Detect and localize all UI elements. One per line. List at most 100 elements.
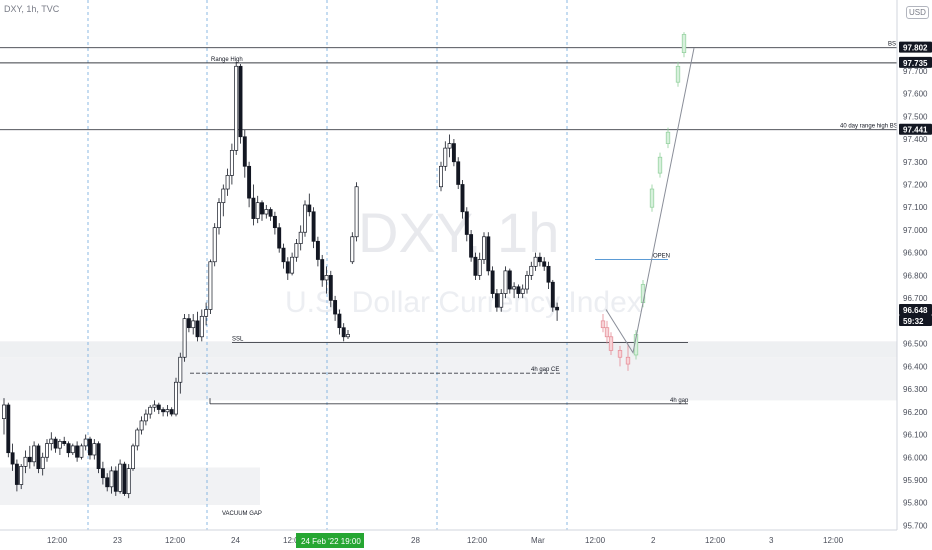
candle[interactable] [19,464,24,490]
candle[interactable] [328,270,333,308]
candle[interactable] [92,439,97,460]
candle[interactable] [105,473,110,492]
candle[interactable] [174,377,178,417]
candle[interactable] [191,314,196,335]
candle[interactable] [542,257,547,271]
candle[interactable] [460,179,465,219]
candles-layer[interactable] [2,61,560,499]
candle[interactable] [516,284,521,299]
candle[interactable] [324,266,329,294]
candle[interactable] [6,402,11,458]
price-tag-3[interactable] [899,303,932,315]
candle[interactable] [139,416,144,435]
candle[interactable] [83,434,88,451]
candle[interactable] [10,443,15,471]
candle[interactable] [238,64,243,144]
candle[interactable] [27,445,32,469]
candle[interactable] [131,443,135,471]
candle[interactable] [165,404,170,417]
candle[interactable] [456,157,461,190]
candle[interactable] [14,459,19,492]
candle[interactable] [354,182,359,242]
candle[interactable] [486,232,491,276]
candle[interactable] [350,232,355,265]
candle[interactable] [32,441,37,467]
candle[interactable] [178,352,183,394]
candle[interactable] [477,252,482,280]
candle[interactable] [247,161,252,208]
candle[interactable] [109,466,114,494]
candle[interactable] [234,61,239,155]
candle[interactable] [294,239,299,262]
candle[interactable] [118,459,123,494]
candle[interactable] [333,295,338,321]
candle[interactable] [550,279,555,312]
candle[interactable] [49,432,54,451]
candle[interactable] [2,398,6,435]
candle[interactable] [320,254,325,287]
candle[interactable] [217,198,221,235]
candle[interactable] [307,193,312,217]
candle[interactable] [79,443,84,460]
candle[interactable] [204,302,209,326]
candle[interactable] [96,441,101,474]
candle[interactable] [546,261,551,290]
candle[interactable] [148,404,153,419]
candle[interactable] [494,289,499,312]
candle[interactable] [298,225,303,251]
candle[interactable] [135,427,140,451]
candle[interactable] [529,261,534,280]
candle[interactable] [512,282,517,299]
candle[interactable] [195,311,200,342]
candle[interactable] [126,464,131,499]
candle[interactable] [507,268,512,294]
price-tag-4[interactable] [899,314,932,326]
candle[interactable] [451,139,456,167]
candle[interactable] [36,443,41,474]
candle[interactable] [260,200,264,221]
candle[interactable] [490,266,495,299]
candle[interactable] [264,204,269,219]
price-axis[interactable]: 97.700 97.600 97.500 97.400 97.300 97.200 97.1… [896,0,932,550]
price-tag-1[interactable] [899,56,932,68]
candle[interactable] [242,129,247,178]
candle[interactable] [537,252,542,267]
crosshair-time-tag[interactable] [296,533,364,548]
candle[interactable] [113,466,118,496]
candle[interactable] [341,323,346,342]
candle[interactable] [482,232,486,265]
candle[interactable] [88,436,92,460]
candle[interactable] [62,436,67,446]
candle[interactable] [533,252,538,271]
candle[interactable] [57,439,62,455]
candle[interactable] [199,309,204,342]
candle[interactable] [66,441,71,458]
candle[interactable] [156,402,161,415]
currency-badge[interactable]: USD [906,6,929,19]
candle[interactable] [277,223,282,253]
candle[interactable] [143,409,148,426]
candle[interactable] [208,259,213,315]
candle[interactable] [469,229,474,262]
candle[interactable] [337,309,342,335]
candle[interactable] [169,407,174,417]
candle[interactable] [272,211,277,235]
candle[interactable] [503,266,508,299]
candle[interactable] [525,270,529,294]
candle[interactable] [473,252,478,280]
candle[interactable] [182,314,187,362]
candle[interactable] [23,450,28,474]
candle[interactable] [70,443,75,455]
candle[interactable] [40,452,45,476]
candle[interactable] [268,207,273,221]
time-axis[interactable]: 12:00 23 12:00 24 12:00 28 12:00 Mar 12:00 2 12:00… [0,529,932,550]
candle[interactable] [315,236,320,267]
candle[interactable] [122,461,127,496]
candle[interactable] [100,461,105,485]
candle[interactable] [255,195,260,224]
candle[interactable] [520,284,525,299]
candle[interactable] [281,243,286,269]
candle[interactable] [221,184,226,217]
candle[interactable] [225,168,230,196]
